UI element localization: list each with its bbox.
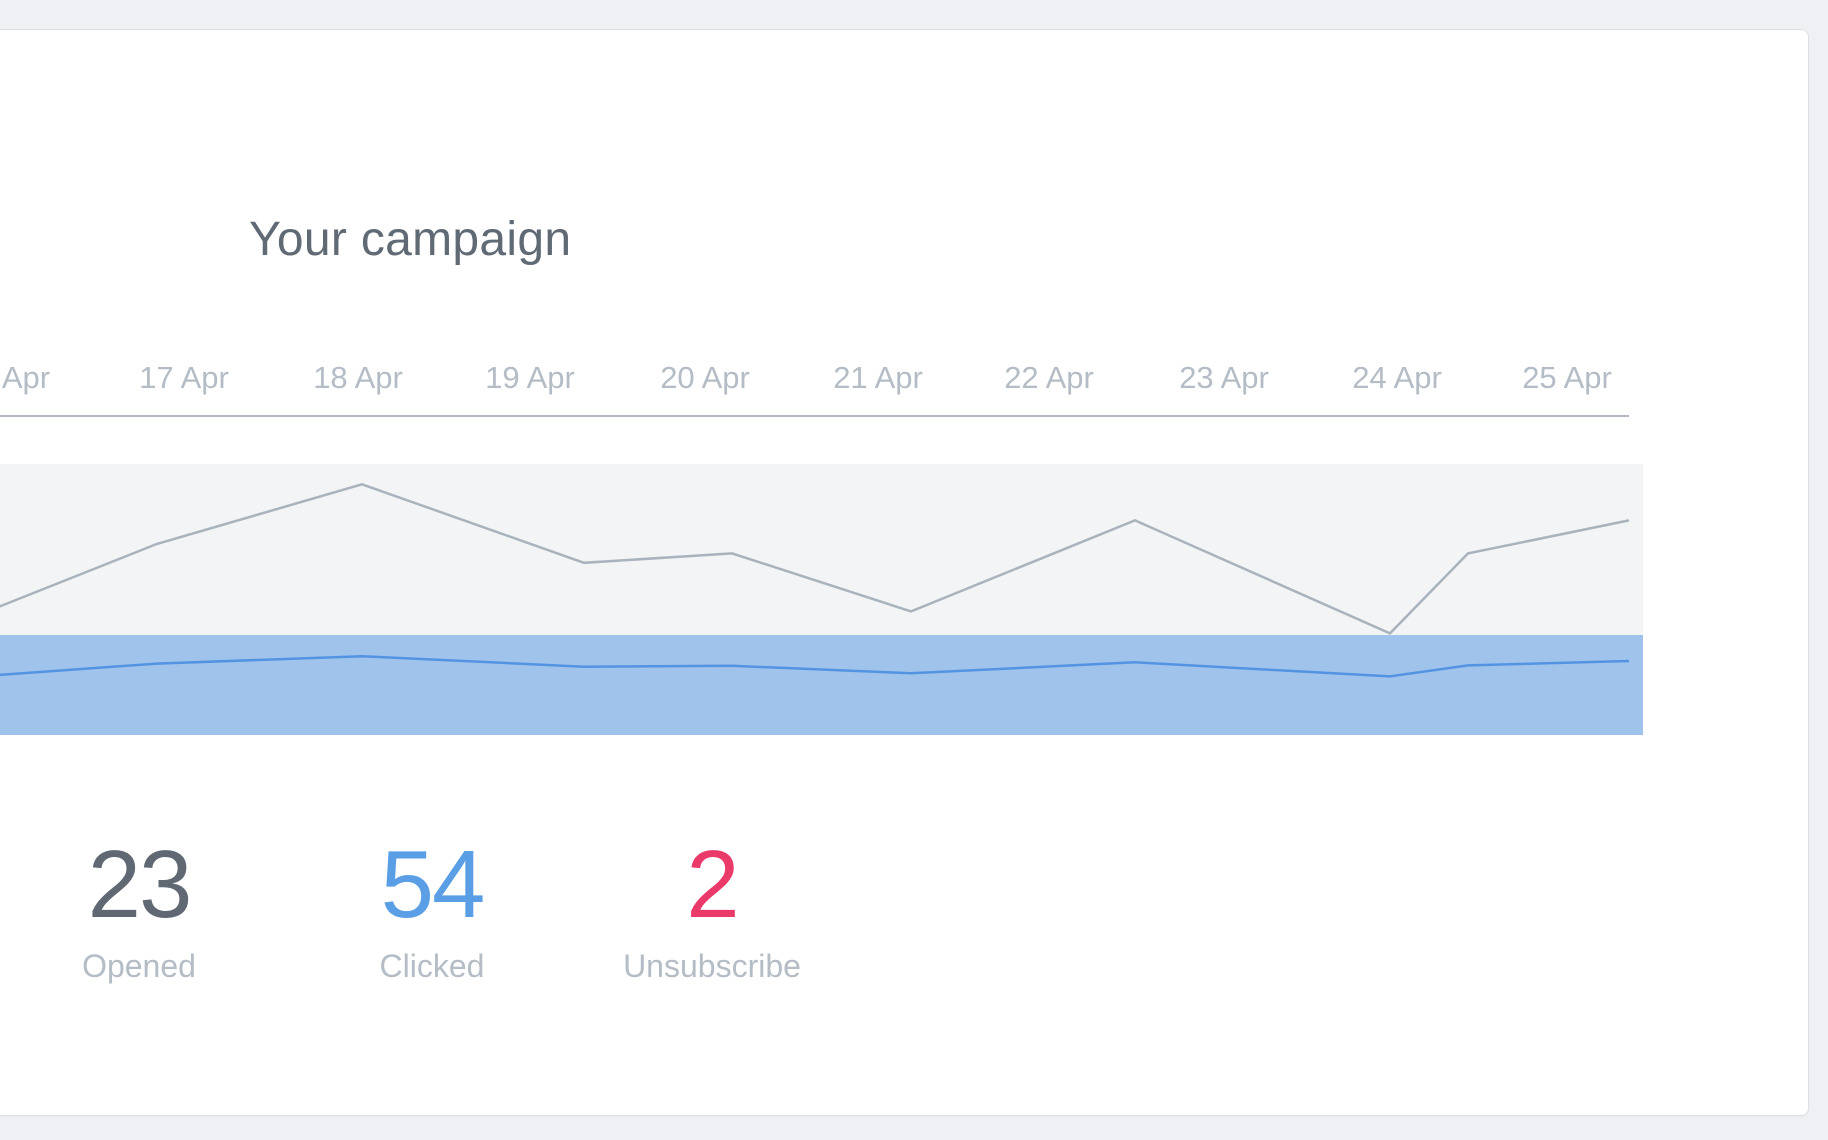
campaign-card: Your campaign Apr 17 Apr 18 Apr 19 Apr 2… [0, 29, 1809, 1116]
chart-series-line [0, 482, 1630, 635]
stat-value: 23 [87, 831, 193, 938]
stat-value: 54 [380, 831, 486, 938]
date-tick-label: 17 Apr [139, 360, 229, 395]
chart-series-line [0, 654, 1630, 678]
stat-label: Unsubscribe [623, 948, 801, 984]
chart-band-highlight [0, 635, 1643, 735]
date-tick-label: 24 Apr [1352, 360, 1442, 395]
date-axis: Apr 17 Apr 18 Apr 19 Apr 20 Apr 21 Apr 2… [0, 360, 1631, 410]
stat-clicked: 54 Clicked [302, 830, 562, 985]
axis-line [0, 415, 1629, 417]
date-tick-label: 19 Apr [485, 360, 575, 395]
date-tick-label: 22 Apr [1004, 360, 1094, 395]
stat-opened: 23 Opened [9, 830, 269, 985]
campaign-trend-chart [0, 464, 1643, 735]
stat-value: 2 [686, 831, 739, 938]
date-tick-label: 20 Apr [660, 360, 750, 395]
date-tick-label: 25 Apr [1522, 360, 1612, 395]
date-tick-label: 18 Apr [313, 360, 403, 395]
stat-label: Opened [82, 948, 196, 984]
stat-label: Clicked [379, 948, 485, 984]
date-tick-label: 23 Apr [1179, 360, 1269, 395]
date-tick-label: 21 Apr [833, 360, 923, 395]
stat-unsubscribe: 2 Unsubscribe [582, 830, 842, 985]
date-tick-label: Apr [1, 360, 51, 395]
chart-band-background [0, 464, 1643, 635]
campaign-title: Your campaign [249, 213, 572, 266]
campaign-stats: 23 Opened 54 Clicked 2 Unsubscribe [0, 830, 891, 1030]
